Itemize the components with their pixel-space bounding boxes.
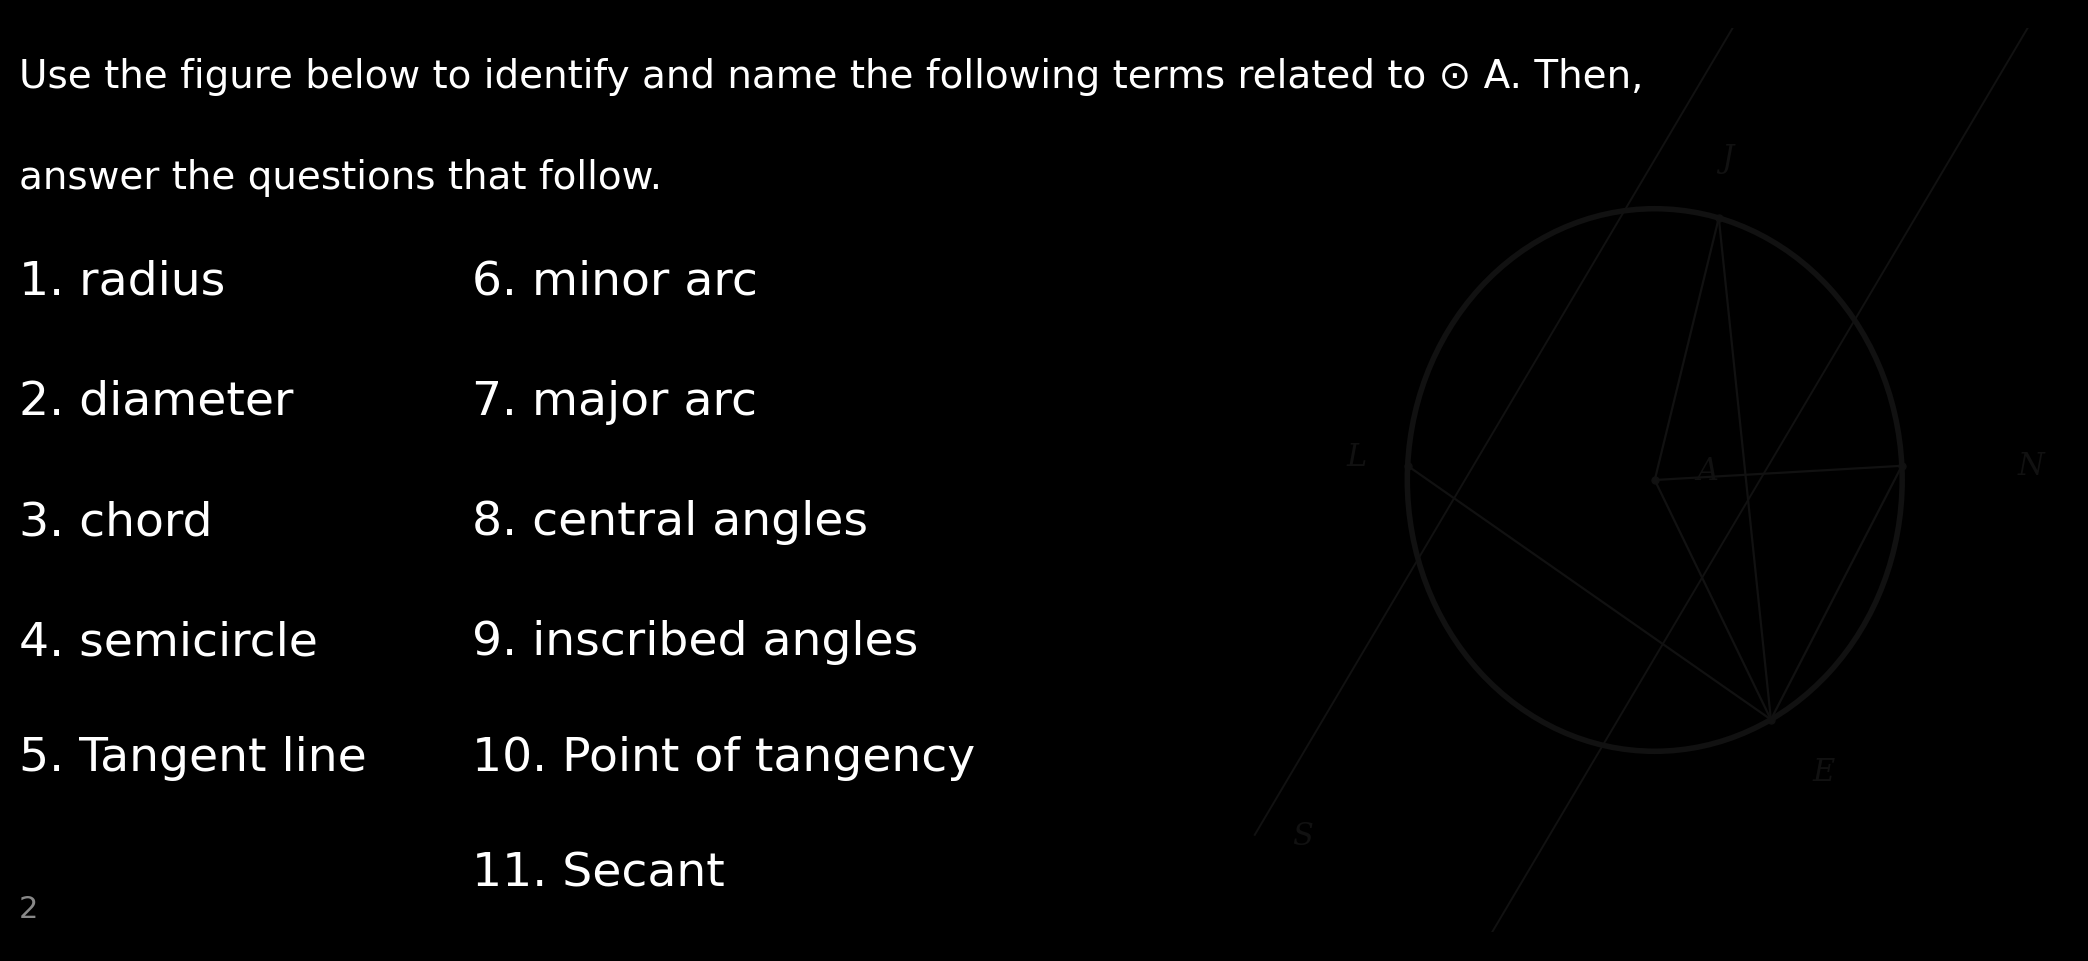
Text: A: A (1695, 456, 1718, 487)
Text: N: N (2017, 451, 2044, 481)
Text: answer the questions that follow.: answer the questions that follow. (19, 159, 662, 197)
Text: Use the figure below to identify and name the following terms related to ⊙ A. Th: Use the figure below to identify and nam… (19, 58, 1643, 96)
Text: L: L (1347, 442, 1366, 473)
Text: J: J (1721, 142, 1733, 174)
Text: 6. minor arc: 6. minor arc (472, 259, 758, 305)
Text: 7. major arc: 7. major arc (472, 380, 758, 425)
Text: 4. semicircle: 4. semicircle (19, 620, 317, 665)
Text: S: S (1292, 820, 1313, 850)
Text: 2. diameter: 2. diameter (19, 380, 292, 425)
Text: 2: 2 (19, 894, 38, 923)
Text: 9. inscribed angles: 9. inscribed angles (472, 620, 919, 665)
Text: E: E (1812, 756, 1835, 787)
Text: 5. Tangent line: 5. Tangent line (19, 735, 365, 780)
Text: 1. radius: 1. radius (19, 259, 226, 305)
Text: 11. Secant: 11. Secant (472, 850, 725, 896)
Text: 10. Point of tangency: 10. Point of tangency (472, 735, 975, 780)
Text: 3. chord: 3. chord (19, 500, 213, 545)
Text: 8. central angles: 8. central angles (472, 500, 869, 545)
